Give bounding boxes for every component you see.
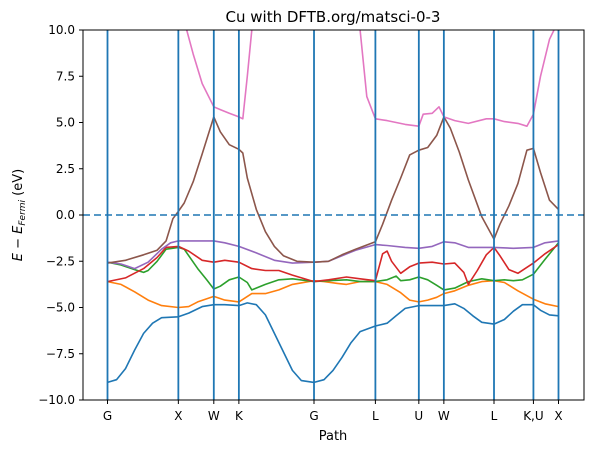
y-axis-label-sub: Fermi [18,199,28,225]
y-tick-label-3: −5.0 [46,301,75,315]
x-axis-label: Path [319,429,348,444]
x-tick-label-1: G [103,409,112,423]
y-tick-label-7: 5.0 [56,116,75,130]
x-tick-label-5: G [309,409,318,423]
plot-frame [82,29,585,401]
series-layer [107,30,560,384]
y-axis-label-main: E − E [11,225,26,261]
y-tick-label-1: −10.0 [38,393,75,407]
y-tick-label-9: 10.0 [48,23,75,37]
y-axis-label-unit: (eV) [11,169,26,200]
band-line-5 [107,240,559,270]
x-axis-ticks: G X W K G L U W L K,U X [103,400,563,423]
y-tick-label-8: 7.5 [56,69,75,83]
x-tick-label-10: K,U [523,409,543,423]
x-tick-label-7: U [414,409,423,423]
x-tick-label-3: W [208,409,220,423]
band-line-7-b [359,30,555,127]
x-tick-label-2: X [174,409,182,423]
band-line-7 [185,30,253,120]
y-tick-label-2: −7.5 [46,347,75,361]
y-tick-label-4: −2.5 [46,254,75,268]
y-tick-label-5: 0.0 [56,208,75,222]
band-line-6 [107,116,560,264]
band-line-4 [107,243,559,286]
y-tick-label-6: 2.5 [56,162,75,176]
band-line-2 [107,279,559,309]
x-tick-label-8: W [438,409,450,423]
x-tick-label-6: L [372,409,379,423]
y-axis-label: E − EFermi (eV) [11,169,28,261]
chart-title: Cu with DFTB.org/matsci-0-3 [226,8,441,26]
y-axis-ticks: −10.0 −7.5 −5.0 −2.5 0.0 2.5 5.0 7.5 10.0 [38,23,83,407]
x-tick-label-11: X [554,409,562,423]
x-tick-label-4: K [235,409,244,423]
band-line-1 [107,302,559,384]
x-tick-label-9: L [491,409,498,423]
